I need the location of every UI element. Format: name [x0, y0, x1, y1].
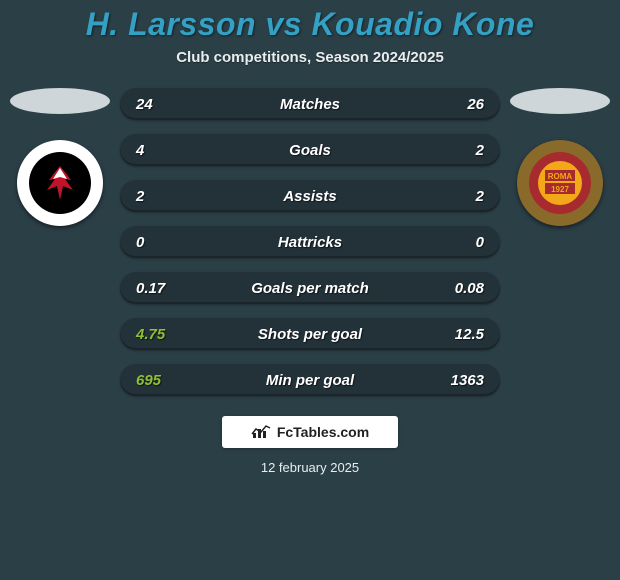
stat-label: Shots per goal	[258, 326, 362, 343]
stat-bar: 0 Hattricks 0	[120, 226, 500, 258]
stat-label: Min per goal	[266, 372, 354, 389]
brand-badge: FcTables.com	[222, 416, 398, 448]
stat-bar: 4 Goals 2	[120, 134, 500, 166]
stat-bar: 2 Assists 2	[120, 180, 500, 212]
page-title: H. Larsson vs Kouadio Kone	[86, 6, 535, 43]
eagle-icon	[37, 160, 83, 206]
stat-value-left: 2	[136, 188, 144, 205]
stat-value-left: 4	[136, 142, 144, 159]
ellipse-decoration	[510, 88, 610, 114]
right-column: ROMA 1927	[510, 88, 610, 226]
team-badge-left-inner	[29, 152, 91, 214]
stat-value-right: 0.08	[455, 280, 484, 297]
stat-bar: 695 Min per goal 1363	[120, 364, 500, 396]
stat-value-right: 26	[467, 96, 484, 113]
comparison-body: 24 Matches 26 4 Goals 2 2 Assists 2 0 Hattricks 0 0.…	[0, 88, 620, 396]
left-column	[10, 88, 110, 226]
subtitle: Club competitions, Season 2024/2025	[176, 49, 444, 66]
footer-date: 12 february 2025	[261, 460, 359, 475]
stat-bar: 4.75 Shots per goal 12.5	[120, 318, 500, 350]
stat-value-left: 0	[136, 234, 144, 251]
stat-bar: 0.17 Goals per match 0.08	[120, 272, 500, 304]
svg-text:1927: 1927	[551, 185, 569, 194]
stat-value-right: 2	[476, 188, 484, 205]
stat-label: Hattricks	[278, 234, 342, 251]
stat-value-left: 4.75	[136, 326, 165, 343]
stat-value-left: 0.17	[136, 280, 165, 297]
stat-label: Assists	[283, 188, 336, 205]
brand-text: FcTables.com	[277, 424, 369, 440]
player-left-name: H. Larsson	[86, 6, 256, 42]
ellipse-decoration	[10, 88, 110, 114]
svg-text:ROMA: ROMA	[548, 172, 573, 181]
vs-text: vs	[265, 6, 302, 42]
stat-value-right: 0	[476, 234, 484, 251]
team-badge-right: ROMA 1927	[517, 140, 603, 226]
stat-value-left: 24	[136, 96, 153, 113]
stat-bar: 24 Matches 26	[120, 88, 500, 120]
stat-label: Matches	[280, 96, 340, 113]
stat-value-right: 12.5	[455, 326, 484, 343]
chart-icon	[251, 424, 271, 440]
team-badge-left	[17, 140, 103, 226]
stat-value-right: 1363	[451, 372, 484, 389]
stat-value-right: 2	[476, 142, 484, 159]
comparison-card: H. Larsson vs Kouadio Kone Club competit…	[0, 0, 620, 580]
stat-label: Goals per match	[251, 280, 369, 297]
stats-list: 24 Matches 26 4 Goals 2 2 Assists 2 0 Hattricks 0 0.…	[120, 88, 500, 396]
player-right-name: Kouadio Kone	[311, 6, 534, 42]
shield-icon: ROMA 1927	[533, 156, 587, 210]
stat-value-left: 695	[136, 372, 161, 389]
team-badge-right-inner: ROMA 1927	[529, 152, 591, 214]
stat-label: Goals	[289, 142, 331, 159]
